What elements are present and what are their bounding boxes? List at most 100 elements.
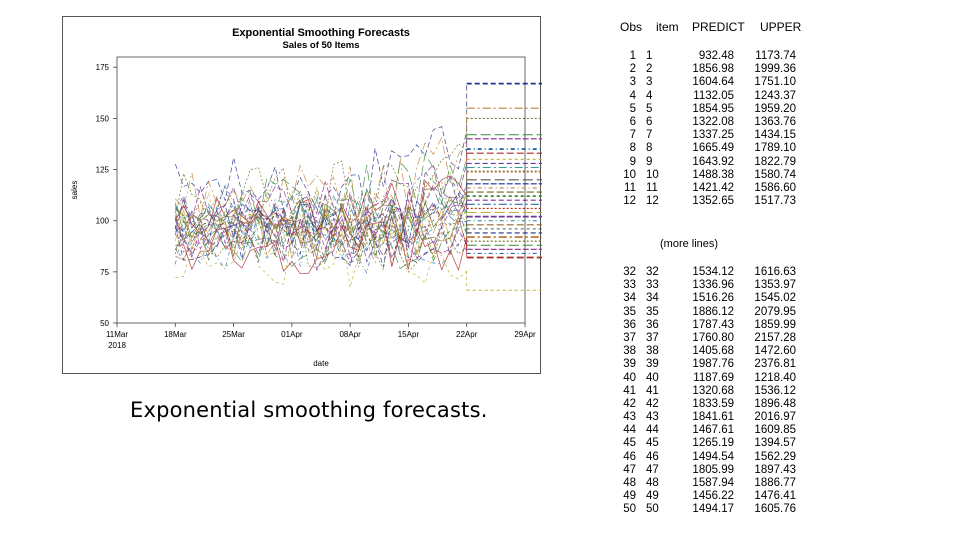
cell-item: 36 <box>646 318 659 331</box>
cell-item: 49 <box>646 490 659 503</box>
series-history-line <box>175 192 468 252</box>
cell-obs: 35 <box>623 305 636 318</box>
series-history-line <box>174 222 467 274</box>
cell-obs: 40 <box>623 371 636 384</box>
cell-predict: 1132.05 <box>693 89 734 102</box>
y-axis-label: sales <box>70 181 79 200</box>
cell-obs: 3 <box>629 76 636 89</box>
cell-predict: 1322.08 <box>692 115 734 128</box>
cell-item: 37 <box>646 331 659 344</box>
cell-upper: 1999.36 <box>754 63 796 76</box>
cell-obs: 48 <box>623 477 636 489</box>
cell-upper: 1897.43 <box>754 463 796 476</box>
cell-predict: 1805.99 <box>692 463 734 476</box>
cell-upper: 1363.76 <box>754 115 796 128</box>
cell-upper: 1616.63 <box>754 266 796 278</box>
cell-item: 50 <box>646 503 659 516</box>
cell-item: 2 <box>646 63 653 76</box>
series-history-line <box>174 207 467 268</box>
cell-item: 9 <box>646 155 653 168</box>
cell-obs: 10 <box>623 168 636 181</box>
cell-item: 12 <box>646 195 659 208</box>
cell-obs: 39 <box>623 358 636 371</box>
cell-upper: 1586.60 <box>754 181 796 194</box>
cell-obs: 7 <box>629 129 636 142</box>
cell-obs: 38 <box>623 345 636 358</box>
cell-upper: 1789.10 <box>754 142 796 155</box>
cell-predict: 1187.69 <box>693 371 734 384</box>
cell-item: 41 <box>646 384 659 397</box>
cell-predict: 1320.68 <box>692 384 734 397</box>
y-tick-label: 175 <box>96 63 110 72</box>
cell-obs: 32 <box>623 266 636 278</box>
cell-obs: 49 <box>623 490 636 503</box>
cell-obs: 1 <box>629 50 636 62</box>
cell-predict: 1405.68 <box>692 345 734 358</box>
x-tick-label: 29Apr <box>514 330 536 339</box>
cell-item: 44 <box>646 424 659 437</box>
series-history-line <box>175 221 468 275</box>
cell-item: 6 <box>646 115 653 128</box>
cell-upper: 2157.28 <box>754 331 796 344</box>
x-axis-label: date <box>313 359 329 368</box>
cell-obs: 47 <box>623 463 636 476</box>
series-history-line <box>175 213 467 266</box>
cell-predict: 1587.94 <box>692 477 734 489</box>
cell-item: 43 <box>646 411 659 424</box>
cell-item: 35 <box>646 305 659 318</box>
series-history-line <box>174 171 467 244</box>
cell-upper: 1434.15 <box>754 129 796 142</box>
cell-upper: 1609.85 <box>754 424 796 437</box>
cell-item: 42 <box>646 397 659 410</box>
series-history-line <box>174 188 467 246</box>
y-tick-label: 75 <box>100 268 109 277</box>
y-tick-label: 150 <box>96 114 110 123</box>
cell-predict: 1456.22 <box>692 490 734 503</box>
cell-obs: 43 <box>623 411 636 424</box>
cell-upper: 1243.37 <box>754 89 796 102</box>
cell-item: 40 <box>646 371 659 384</box>
cell-item: 39 <box>646 358 659 371</box>
y-tick-label: 100 <box>96 217 110 226</box>
series-history-line <box>175 181 467 246</box>
cell-predict: 1467.61 <box>692 424 734 437</box>
cell-predict: 1787.43 <box>692 318 734 331</box>
x-tick-label: 01Apr <box>281 330 303 339</box>
cell-item: 38 <box>646 345 659 358</box>
cell-item: 47 <box>646 463 659 476</box>
x-tick-label: 25Mar <box>222 330 245 339</box>
cell-predict: 1534.12 <box>692 266 734 278</box>
x-tick-label: 11Mar <box>106 330 128 339</box>
cell-predict: 1856.98 <box>692 63 734 76</box>
series-history-line <box>174 201 468 257</box>
cell-predict: 1854.95 <box>692 102 734 115</box>
cell-upper: 1562.29 <box>754 450 796 463</box>
cell-upper: 1959.20 <box>754 102 796 115</box>
cell-upper: 1822.79 <box>754 155 796 168</box>
cell-upper: 1394.57 <box>754 437 796 450</box>
series-history-line <box>175 136 468 236</box>
cell-item: 46 <box>646 450 659 463</box>
cell-predict: 1760.80 <box>692 331 734 344</box>
cell-upper: 1751.10 <box>754 76 796 89</box>
cell-upper: 1472.60 <box>754 345 796 358</box>
cell-predict: 1841.61 <box>692 411 734 424</box>
cell-obs: 36 <box>623 318 636 331</box>
y-tick-label: 50 <box>100 319 109 328</box>
cell-upper: 2376.81 <box>754 358 796 371</box>
series-history-line <box>174 205 468 259</box>
cell-predict: 1665.49 <box>692 142 734 155</box>
cell-item: 8 <box>646 142 653 155</box>
cell-upper: 1859.99 <box>754 318 796 331</box>
series-history-line <box>175 163 468 233</box>
cell-predict: 1494.17 <box>692 503 734 516</box>
x-tick-label: 15Apr <box>398 330 420 339</box>
chart-title: Exponential Smoothing Forecasts <box>232 27 410 39</box>
cell-upper: 1545.02 <box>754 292 796 305</box>
cell-obs: 50 <box>623 503 636 516</box>
cell-item: 45 <box>646 437 659 450</box>
cell-upper: 1896.48 <box>754 397 796 410</box>
cell-upper: 1605.76 <box>754 503 796 516</box>
cell-predict: 1494.54 <box>692 450 734 463</box>
x-tick-label: 22Apr <box>456 330 478 339</box>
